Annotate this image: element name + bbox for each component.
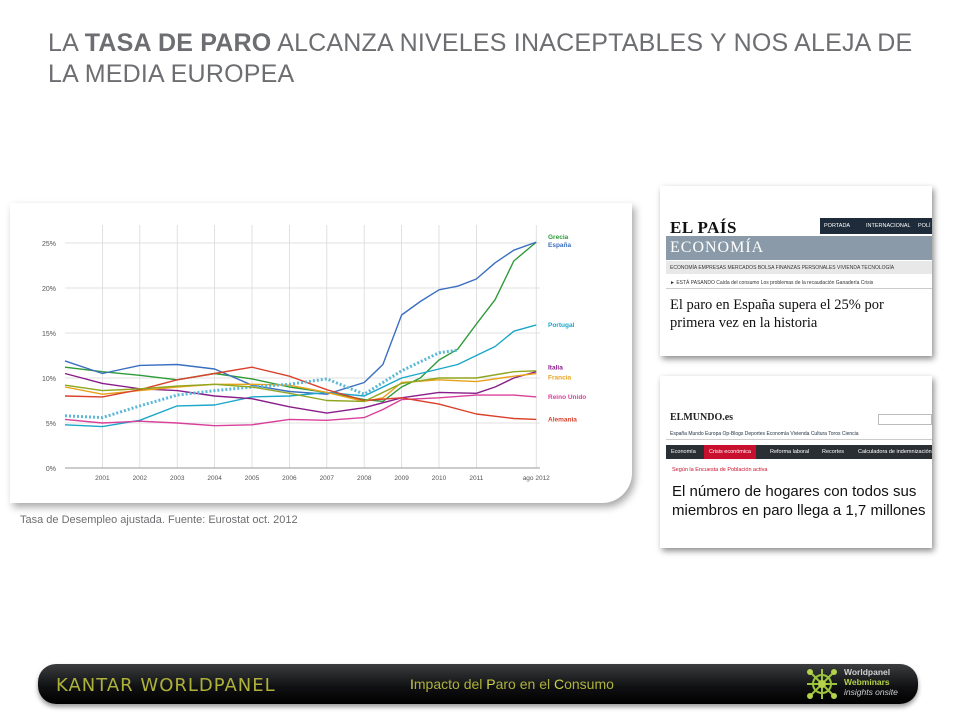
legend-label: España xyxy=(548,242,572,249)
title-bold: TASA DE PARO xyxy=(84,29,272,57)
elpais-section-bar: ECONOMÍA xyxy=(666,236,932,260)
y-tick-label: 20% xyxy=(42,286,56,293)
elpais-logo: EL PAÍS xyxy=(670,218,737,237)
series-line xyxy=(64,370,537,403)
x-tick-label: 2005 xyxy=(245,475,260,482)
webminars-logo: Worldpanel Webminars insights onsite xyxy=(844,667,914,697)
kantar-logo: KANTAR WORLDPANEL xyxy=(56,675,276,696)
series-line xyxy=(64,324,537,428)
topbar-item-portada[interactable]: PORTADA xyxy=(824,223,851,229)
legend-label: Alemania xyxy=(548,416,577,423)
title-part1: LA xyxy=(48,29,85,57)
elmundo-kicker: Según la Encuesta de Población activa xyxy=(672,467,768,473)
news-elpais[interactable]: EL PAÍS PORTADA INTERNACIONAL POLÍ ECONO… xyxy=(660,186,932,356)
x-tick-label: ago 2012 xyxy=(523,475,550,482)
unemployment-chart: 0% 5% 10% 15% 20% 25% 2001 2002 2003 2004 2005 2006… xyxy=(10,203,632,503)
elmundo-menu-text: España Mundo Europa Op-Blogs Deportes Ec… xyxy=(670,431,859,437)
legend-label: Reino Unido xyxy=(548,394,586,401)
wp-line1: Worldpanel xyxy=(844,667,891,677)
footer-title: Impacto del Paro en el Consumo xyxy=(410,676,614,692)
elmundo-headline[interactable]: El número de hogares con todos sus miemb… xyxy=(672,483,926,519)
x-tick-label: 2008 xyxy=(357,475,372,482)
elmundo-menu[interactable]: España Mundo Europa Op-Blogs Deportes Ec… xyxy=(666,429,932,440)
topbar-item-internacional[interactable]: INTERNACIONAL xyxy=(866,223,911,229)
nav-item-reforma[interactable]: Reforma laboral xyxy=(770,449,810,455)
elpais-subnav[interactable]: ► ESTÁ PASANDO Caída del consumo Los pro… xyxy=(666,277,932,289)
footer-title-c: C xyxy=(553,676,565,692)
nav-item-economia[interactable]: Economía xyxy=(671,449,696,455)
topbar-item-poli[interactable]: POLÍ xyxy=(918,223,931,229)
series-line xyxy=(64,348,458,420)
x-tick-label: 2004 xyxy=(207,475,222,482)
elpais-subnav-text: ► ESTÁ PASANDO Caída del consumo Los pro… xyxy=(670,280,874,286)
x-tick-label: 2007 xyxy=(320,475,335,482)
elpais-menu-text: ECONOMÍA EMPRESAS MERCADOS BOLSA FINANZA… xyxy=(670,265,895,271)
network-icon xyxy=(807,669,837,699)
elmundo-nav: Economía Crisis económica Reforma labora… xyxy=(666,445,932,459)
y-tick-label: 0% xyxy=(46,466,56,473)
nav-item-recortes[interactable]: Recortes xyxy=(822,449,845,455)
news-elmundo[interactable]: ELMUNDO.es España Mundo Europa Op-Blogs … xyxy=(660,376,932,548)
chart-canvas: 0% 5% 10% 15% 20% 25% 2001 2002 2003 2004 2005 2006… xyxy=(42,225,586,482)
search-input[interactable] xyxy=(878,414,932,425)
series-line xyxy=(64,241,537,395)
x-tick-label: 2011 xyxy=(469,475,483,482)
elpais-menu[interactable]: ECONOMÍA EMPRESAS MERCADOS BOLSA FINANZA… xyxy=(666,261,932,274)
series-line xyxy=(64,394,537,427)
y-tick-label: 15% xyxy=(42,331,56,338)
series-line xyxy=(64,372,537,403)
x-tick-label: 2009 xyxy=(394,475,409,482)
footer-title-6: onsumo xyxy=(564,676,614,692)
footer-title-4: aro en el xyxy=(495,676,554,692)
y-tick-label: 5% xyxy=(46,421,56,428)
footer-bar: KANTAR WORLDPANEL Impacto del Paro en el… xyxy=(38,664,918,704)
elmundo-logo: ELMUNDO.es xyxy=(670,412,734,423)
elpais-topbar: PORTADA INTERNACIONAL POLÍ xyxy=(820,218,932,234)
legend-label: Grecia xyxy=(548,234,569,241)
y-tick-label: 10% xyxy=(42,376,56,383)
legend-label: Italia xyxy=(548,365,563,372)
footer-title-p: P xyxy=(486,676,496,692)
footer-title-2: mpacto del xyxy=(413,676,487,692)
elpais-headline[interactable]: El paro en España supera el 25% por prim… xyxy=(670,297,884,331)
y-tick-label: 25% xyxy=(42,241,56,248)
title-part2: ALCANZA NIVELES INACEPTABLES Y NOS ALEJA… xyxy=(48,29,913,88)
legend-label: Portugal xyxy=(548,322,575,329)
nav-item-crisis[interactable]: Crisis económica xyxy=(704,445,756,459)
x-tick-label: 2010 xyxy=(432,475,447,482)
section-title: ECONOMÍA xyxy=(670,239,765,256)
chart-source: Tasa de Desempleo ajustada. Fuente: Euro… xyxy=(20,514,298,526)
page-title: LA TASA DE PARO ALCANZA NIVELES INACEPTA… xyxy=(48,28,948,90)
wp-line2: Webminars xyxy=(844,677,890,687)
x-tick-label: 2006 xyxy=(282,475,297,482)
x-tick-label: 2003 xyxy=(170,475,185,482)
wp-line3: insights onsite xyxy=(844,687,898,697)
x-tick-label: 2001 xyxy=(95,475,110,482)
footer-title-i: I xyxy=(410,676,414,692)
x-tick-label: 2002 xyxy=(133,475,148,482)
legend-label: Francia xyxy=(548,375,572,382)
nav-item-calculadora[interactable]: Calculadora de indemnización xyxy=(858,449,932,455)
